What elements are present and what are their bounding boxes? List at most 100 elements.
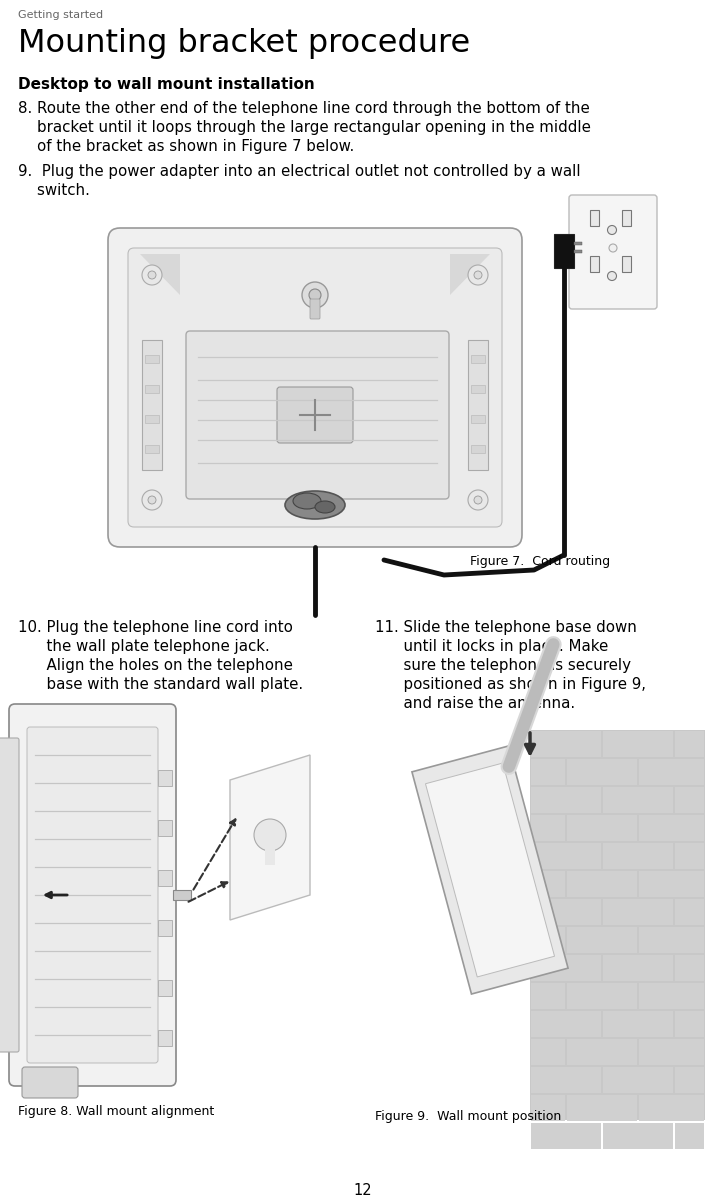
FancyBboxPatch shape xyxy=(277,386,353,443)
Bar xyxy=(158,870,172,886)
Bar xyxy=(531,983,565,1009)
Text: the wall plate telephone jack.: the wall plate telephone jack. xyxy=(18,638,270,654)
FancyBboxPatch shape xyxy=(128,248,502,527)
Bar xyxy=(531,926,565,953)
Bar xyxy=(265,845,275,865)
Circle shape xyxy=(474,496,482,504)
Text: Mounting bracket procedure: Mounting bracket procedure xyxy=(18,28,470,59)
Bar xyxy=(531,1094,565,1121)
Bar xyxy=(590,210,599,226)
Circle shape xyxy=(474,271,482,278)
Bar xyxy=(471,355,485,362)
Bar xyxy=(603,955,673,982)
Bar xyxy=(603,899,673,925)
Text: 8. Route the other end of the telephone line cord through the bottom of the: 8. Route the other end of the telephone … xyxy=(18,101,590,116)
Bar xyxy=(639,926,704,953)
Circle shape xyxy=(148,271,156,278)
Bar xyxy=(531,1067,601,1093)
Text: Getting started: Getting started xyxy=(18,10,103,20)
Bar xyxy=(531,842,601,869)
Ellipse shape xyxy=(315,502,335,514)
Bar xyxy=(531,1123,601,1150)
Bar xyxy=(603,842,673,869)
Bar xyxy=(639,815,704,841)
Ellipse shape xyxy=(293,493,321,509)
Bar xyxy=(675,1123,704,1150)
Bar xyxy=(622,210,631,226)
Text: 12: 12 xyxy=(354,1183,372,1198)
Bar xyxy=(567,758,637,785)
Circle shape xyxy=(254,818,286,851)
Circle shape xyxy=(608,271,616,281)
Bar xyxy=(0,740,17,1050)
FancyBboxPatch shape xyxy=(569,194,657,308)
Circle shape xyxy=(142,265,162,284)
Bar xyxy=(603,1010,673,1037)
FancyBboxPatch shape xyxy=(22,1067,78,1098)
Bar xyxy=(567,1039,637,1066)
Bar xyxy=(567,1094,637,1121)
Circle shape xyxy=(609,244,617,252)
Polygon shape xyxy=(450,254,490,295)
Bar xyxy=(622,256,631,272)
Text: Figure 7.  Cord routing: Figure 7. Cord routing xyxy=(470,554,610,568)
Bar xyxy=(531,871,565,898)
Bar xyxy=(675,899,704,925)
Circle shape xyxy=(468,265,488,284)
Bar xyxy=(574,242,582,245)
Bar xyxy=(158,980,172,996)
Bar xyxy=(531,815,565,841)
Bar xyxy=(675,842,704,869)
Text: of the bracket as shown in Figure 7 below.: of the bracket as shown in Figure 7 belo… xyxy=(18,139,354,154)
Text: base with the standard wall plate.: base with the standard wall plate. xyxy=(18,677,303,692)
FancyBboxPatch shape xyxy=(108,228,522,547)
Bar xyxy=(531,899,601,925)
Bar xyxy=(530,730,705,1120)
Bar xyxy=(675,1067,704,1093)
Bar xyxy=(639,1094,704,1121)
Bar xyxy=(471,445,485,452)
Text: until it locks in place. Make: until it locks in place. Make xyxy=(375,638,608,654)
Bar xyxy=(567,926,637,953)
Polygon shape xyxy=(412,746,568,994)
Bar xyxy=(603,731,673,757)
Bar xyxy=(311,300,319,316)
Bar xyxy=(567,983,637,1009)
Circle shape xyxy=(468,490,488,510)
Bar xyxy=(471,385,485,392)
Bar xyxy=(468,340,488,470)
Bar xyxy=(531,955,601,982)
Bar xyxy=(471,415,485,422)
Bar xyxy=(675,787,704,814)
Bar xyxy=(639,1039,704,1066)
Bar xyxy=(531,758,565,785)
Bar xyxy=(142,340,162,470)
Bar xyxy=(639,983,704,1009)
Bar xyxy=(531,731,601,757)
Text: Figure 8. Wall mount alignment: Figure 8. Wall mount alignment xyxy=(18,1105,214,1118)
Bar xyxy=(531,1039,565,1066)
Bar xyxy=(567,871,637,898)
Bar xyxy=(158,920,172,936)
Bar xyxy=(145,385,159,392)
Bar xyxy=(603,1123,673,1150)
Bar xyxy=(567,815,637,841)
Bar xyxy=(554,234,574,268)
Text: sure the telephone is securely: sure the telephone is securely xyxy=(375,658,631,673)
Bar xyxy=(603,787,673,814)
Text: switch.: switch. xyxy=(18,182,90,198)
Circle shape xyxy=(142,490,162,510)
FancyBboxPatch shape xyxy=(9,704,176,1086)
Bar xyxy=(145,445,159,452)
Bar xyxy=(574,250,582,253)
Text: positioned as shown in Figure 9,: positioned as shown in Figure 9, xyxy=(375,677,646,692)
Bar xyxy=(173,890,191,900)
Bar xyxy=(145,415,159,422)
FancyBboxPatch shape xyxy=(186,331,449,499)
Text: 11. Slide the telephone base down: 11. Slide the telephone base down xyxy=(375,620,637,635)
Bar xyxy=(675,955,704,982)
Circle shape xyxy=(302,282,328,308)
Text: 10. Plug the telephone line cord into: 10. Plug the telephone line cord into xyxy=(18,620,293,635)
Text: 9.  Plug the power adapter into an electrical outlet not controlled by a wall: 9. Plug the power adapter into an electr… xyxy=(18,164,581,179)
Bar xyxy=(639,758,704,785)
